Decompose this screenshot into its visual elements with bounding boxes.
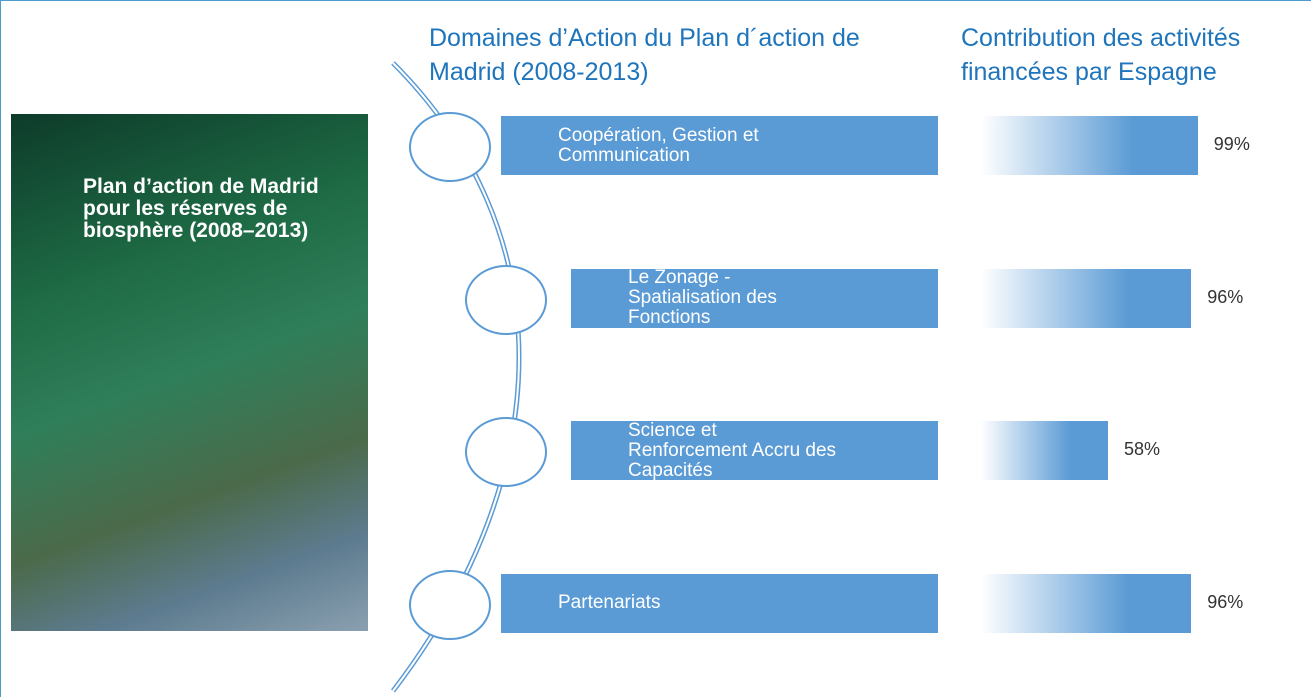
- category-circle: [409, 569, 491, 640]
- category-box: Coopération, Gestion et Communication: [501, 116, 938, 175]
- category-circle: [465, 264, 547, 335]
- cover-title: Plan d’action de Madrid pour les réserve…: [83, 175, 319, 242]
- value-header: Contribution des activités financées par…: [961, 24, 1241, 86]
- value-label: 58%: [1124, 439, 1161, 459]
- bar: [981, 421, 1109, 480]
- category-circle: [409, 112, 491, 182]
- category-box: Le Zonage - Spatialisation des Fonctions: [571, 268, 938, 328]
- cover-image: Plan d’action de Madrid pour les réserve…: [11, 114, 368, 631]
- category-header: Domaines d’Action du Plan d´action de Ma…: [429, 24, 860, 86]
- value-label: 96%: [1207, 286, 1244, 307]
- category-box: Science et Renforcement Accru des Capaci…: [571, 420, 938, 480]
- category-circle: [465, 417, 547, 487]
- bar: [981, 573, 1192, 633]
- value-label: 99%: [1213, 134, 1250, 154]
- category-box: Partenariats: [501, 573, 938, 633]
- bar: [981, 116, 1198, 175]
- bar: [981, 268, 1192, 328]
- value-label: 96%: [1207, 591, 1244, 612]
